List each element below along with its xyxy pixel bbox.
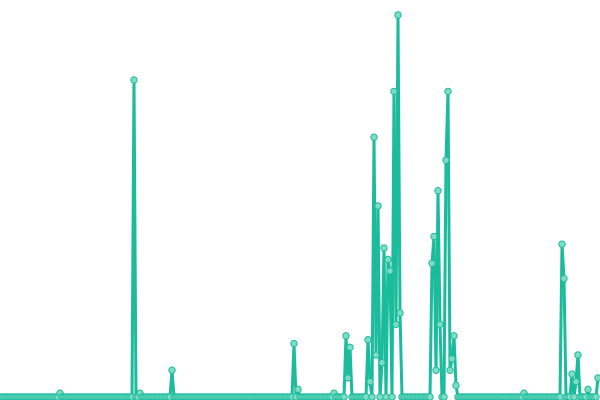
data-point	[380, 244, 388, 252]
data-point	[570, 393, 578, 400]
data-point	[440, 393, 448, 400]
data-point	[368, 393, 376, 400]
data-point	[434, 187, 442, 195]
data-point	[366, 378, 374, 386]
series-line-segment	[170, 368, 176, 399]
series-line-segment	[132, 78, 138, 399]
data-point	[382, 393, 390, 400]
series-line-segment	[348, 345, 354, 399]
data-point	[344, 374, 352, 382]
data-point	[370, 133, 378, 141]
data-point	[294, 385, 302, 394]
data-point	[432, 366, 440, 374]
data-point	[376, 393, 384, 400]
data-point	[390, 87, 398, 96]
series-line-segment	[438, 322, 444, 399]
data-point	[290, 339, 298, 348]
data-point	[584, 385, 592, 394]
data-point	[388, 393, 396, 400]
series-line-segment	[436, 189, 442, 326]
series-line-segment	[428, 261, 434, 399]
series-line-segment	[562, 277, 568, 399]
data-point	[560, 274, 568, 283]
data-point	[378, 358, 386, 367]
series-line-segment	[558, 242, 564, 399]
data-point	[572, 378, 580, 386]
data-point	[558, 240, 566, 248]
data-point	[450, 332, 458, 340]
data-point	[428, 259, 436, 267]
data-point	[342, 332, 350, 340]
series-marker-group	[0, 11, 600, 400]
data-point	[386, 267, 394, 275]
data-point	[372, 351, 380, 359]
data-point	[430, 232, 438, 241]
data-point	[436, 320, 444, 329]
data-point	[130, 76, 138, 84]
data-point	[384, 255, 392, 264]
data-point	[396, 309, 404, 317]
series-line-segment	[560, 242, 566, 281]
data-point	[594, 374, 600, 382]
series-line-segment	[378, 361, 384, 399]
data-point	[168, 366, 176, 374]
series-line-segment	[366, 338, 372, 384]
data-point	[574, 351, 582, 359]
series-line-group	[0, 13, 600, 399]
data-point	[568, 370, 576, 378]
data-point	[556, 393, 564, 400]
data-point	[444, 87, 452, 96]
data-point	[452, 381, 460, 390]
data-point	[340, 393, 348, 400]
data-point	[394, 11, 402, 19]
series-line-segment	[446, 89, 452, 372]
data-point	[446, 366, 454, 374]
data-point	[364, 336, 372, 344]
series-line-segment	[576, 353, 582, 399]
data-point	[592, 393, 600, 400]
data-point	[442, 156, 450, 164]
series-line-segment	[384, 257, 390, 399]
data-point	[346, 343, 354, 352]
series-line-segment	[442, 158, 448, 399]
data-point	[448, 355, 456, 363]
data-point	[374, 202, 382, 210]
data-point	[392, 320, 400, 329]
series-line-segment	[398, 311, 404, 399]
data-point	[362, 393, 370, 400]
series-line-segment	[376, 204, 382, 399]
data-point	[426, 393, 434, 400]
series-line-segment	[396, 13, 402, 315]
